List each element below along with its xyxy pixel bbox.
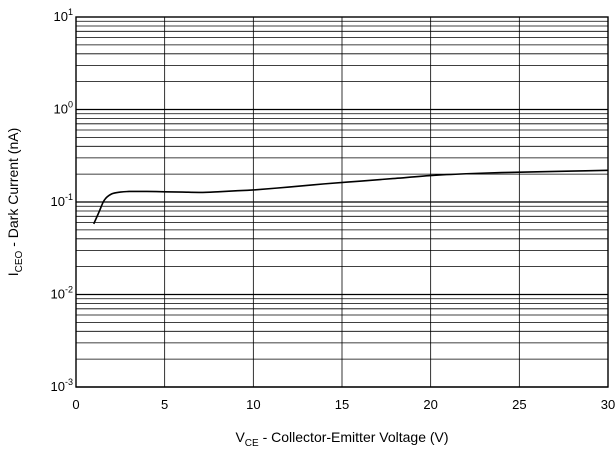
y-tick-label: 101 — [54, 7, 73, 24]
x-axis-label-main: V — [235, 429, 245, 445]
x-tick-label: 30 — [601, 397, 615, 412]
y-tick-labels: 101 100 10-1 10-2 10-3 — [51, 7, 73, 394]
y-axis-label-rest: - Dark Current (nA) — [5, 128, 21, 251]
y-tick-label: 10-1 — [51, 192, 73, 209]
x-tick-label: 0 — [72, 397, 79, 412]
x-axis-label: VCE - Collector-Emitter Voltage (V) — [235, 429, 448, 449]
series-group — [93, 169, 609, 225]
x-axis-label-rest: - Collector-Emitter Voltage (V) — [259, 429, 449, 445]
y-tick-label: 100 — [54, 100, 73, 117]
y-axis-label-main: I — [5, 272, 21, 276]
x-tick-label: 15 — [335, 397, 349, 412]
x-tick-label: 25 — [512, 397, 526, 412]
y-tick-label: 10-3 — [51, 377, 73, 394]
x-axis-label-sub: CE — [245, 438, 259, 449]
x-tick-label: 20 — [423, 397, 437, 412]
series-line — [93, 169, 609, 225]
y-axis-label: ICEO - Dark Current (nA) — [5, 128, 25, 276]
plot-frame — [75, 16, 609, 388]
y-axis-label-sub: CEO — [14, 250, 25, 272]
x-tick-labels: 0 5 10 15 20 25 30 — [72, 397, 615, 412]
y-tick-label: 10-2 — [51, 285, 73, 302]
x-tick-label: 5 — [161, 397, 168, 412]
grid-lines — [75, 17, 609, 388]
x-tick-label: 10 — [246, 397, 260, 412]
